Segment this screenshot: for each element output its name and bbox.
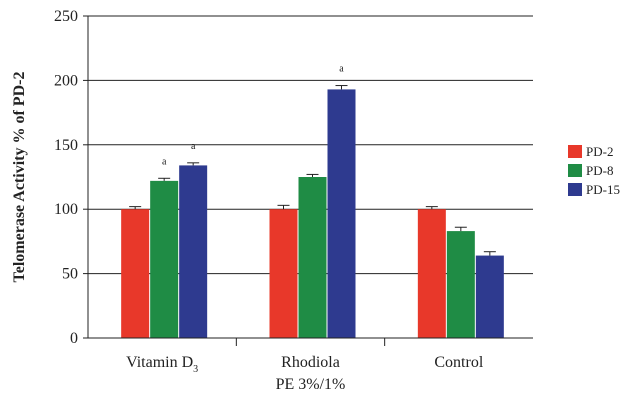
legend-swatch-pd-2 bbox=[568, 145, 582, 158]
legend-label: PD-2 bbox=[586, 144, 613, 159]
bar-pd-15-2 bbox=[475, 255, 504, 338]
y-tick-label: 50 bbox=[62, 266, 78, 283]
axes bbox=[83, 15, 533, 346]
bar-pd-8-1 bbox=[298, 177, 327, 338]
bar-pd-2-1 bbox=[269, 209, 298, 338]
legend-swatch-pd-15 bbox=[568, 183, 582, 196]
bar-pd-8-2 bbox=[446, 231, 475, 338]
x-category-label-main: Control bbox=[434, 354, 483, 371]
bar-pd-2-2 bbox=[417, 209, 446, 338]
x-category-label: Control bbox=[434, 354, 483, 371]
significance-annotation: a bbox=[191, 141, 196, 152]
significance-annotation: a bbox=[339, 64, 344, 75]
y-tick-label: 150 bbox=[54, 137, 78, 154]
x-category-label-line2: PE 3%/1% bbox=[276, 376, 346, 393]
bar-pd-2-0 bbox=[121, 209, 150, 338]
bar-pd-15-0 bbox=[179, 165, 208, 338]
y-tick-label: 250 bbox=[54, 8, 78, 25]
significance-annotation: a bbox=[162, 156, 167, 167]
y-tick-label: 200 bbox=[54, 72, 78, 89]
x-category-label: Rhodiola bbox=[281, 354, 340, 371]
x-category-label-subscript: 3 bbox=[193, 364, 198, 375]
legend-label: PD-8 bbox=[586, 163, 613, 178]
x-category-label-main: Vitamin D bbox=[126, 354, 193, 371]
y-tick-label: 0 bbox=[70, 330, 78, 347]
bar-pd-8-0 bbox=[150, 180, 179, 338]
legend: PD-2 PD-8 PD-15 bbox=[568, 144, 620, 197]
x-category-label: Vitamin D3 bbox=[126, 354, 198, 375]
legend-label: PD-15 bbox=[586, 182, 620, 197]
legend-swatch-pd-8 bbox=[568, 164, 582, 177]
x-category-label-main: Rhodiola bbox=[281, 354, 340, 371]
bars bbox=[121, 85, 504, 338]
y-tick-label: 100 bbox=[54, 201, 78, 218]
bar-pd-15-1 bbox=[327, 89, 356, 338]
y-axis-label: Telomerase Activity % of PD-2 bbox=[11, 72, 28, 283]
labels: 0 50 100 150 200 250 Telomerase Activity % of … bbox=[11, 8, 484, 393]
